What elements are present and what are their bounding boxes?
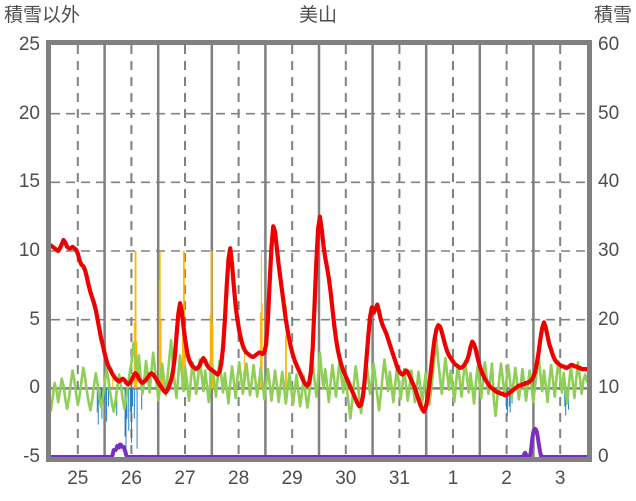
- x-tick-25: 25: [67, 468, 89, 489]
- temperature-line: [51, 214, 587, 414]
- x-tick-27: 27: [174, 468, 196, 489]
- plot-area: [46, 40, 592, 462]
- right-tick-10: 10: [598, 377, 620, 399]
- x-tick-2: 2: [501, 468, 512, 489]
- x-tick-3: 3: [554, 468, 566, 489]
- left-tick-0: 0: [29, 377, 40, 399]
- x-tick-29: 29: [281, 468, 303, 489]
- plot-svg: [51, 45, 587, 457]
- left-axis-title: 積雪以外: [4, 5, 81, 26]
- right-tick-30: 30: [598, 240, 620, 261]
- plot-inner: [51, 45, 587, 457]
- left-tick-5: 5: [29, 308, 40, 330]
- left-tick-20: 20: [18, 102, 40, 124]
- right-tick-60: 60: [598, 34, 620, 55]
- x-tick-31: 31: [388, 468, 410, 489]
- x-tick-26: 26: [120, 468, 142, 489]
- x-tick-1: 1: [447, 468, 459, 489]
- x-tick-28: 28: [228, 468, 250, 489]
- left-tick-10: 10: [18, 240, 40, 261]
- right-tick-50: 50: [598, 102, 620, 124]
- right-tick-40: 40: [598, 171, 620, 193]
- left-tick--5: -5: [23, 446, 40, 467]
- x-tick-30: 30: [335, 468, 357, 489]
- left-tick-25: 25: [18, 34, 40, 55]
- snowfall-bars: [96, 388, 569, 457]
- right-tick-20: 20: [598, 308, 620, 330]
- wind-line: [51, 337, 587, 420]
- right-axis-title: 積雪: [593, 5, 632, 26]
- chart-title: 美山: [298, 5, 337, 26]
- left-tick-15: 15: [18, 171, 40, 193]
- right-tick-0: 0: [598, 446, 609, 467]
